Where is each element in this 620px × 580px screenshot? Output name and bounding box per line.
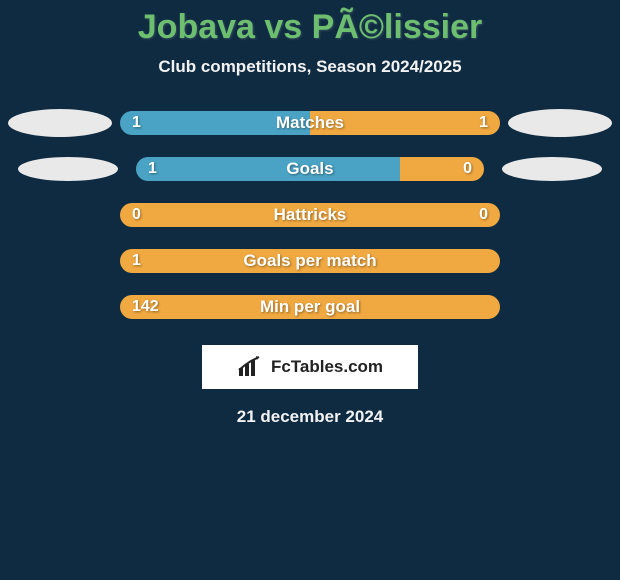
player-left-badge — [8, 109, 112, 137]
stat-bar: 0Hattricks0 — [120, 203, 500, 227]
stat-value-right: 1 — [479, 111, 488, 135]
bars-area: 1Matches11Goals00Hattricks01Goals per ma… — [0, 111, 620, 319]
player-right-badge — [502, 157, 602, 181]
stat-label: Goals per match — [120, 249, 500, 273]
stat-label: Goals — [136, 157, 484, 181]
player-right-badge — [508, 109, 612, 137]
stat-label: Hattricks — [120, 203, 500, 227]
fctables-logo-link[interactable]: FcTables.com — [202, 345, 418, 389]
comparison-infographic: Jobava vs PÃ©lissier Club competitions, … — [0, 0, 620, 580]
stat-label: Matches — [120, 111, 500, 135]
stat-bar: 1Matches1 — [120, 111, 500, 135]
stat-value-right: 0 — [479, 203, 488, 227]
stat-bar: 1Goals0 — [136, 157, 484, 181]
player-left-badge — [18, 157, 118, 181]
stat-value-right: 0 — [463, 157, 472, 181]
stat-label: Min per goal — [120, 295, 500, 319]
stat-bar: 1Goals per match — [120, 249, 500, 273]
chart-icon — [237, 356, 265, 378]
stat-row: 142Min per goal — [0, 295, 620, 319]
stat-row: 1Matches1 — [0, 111, 620, 135]
stat-row: 1Goals per match — [0, 249, 620, 273]
page-subtitle: Club competitions, Season 2024/2025 — [0, 57, 620, 77]
footer-date: 21 december 2024 — [0, 407, 620, 427]
stat-row: 0Hattricks0 — [0, 203, 620, 227]
page-title: Jobava vs PÃ©lissier — [0, 0, 620, 47]
stat-bar: 142Min per goal — [120, 295, 500, 319]
stat-row: 1Goals0 — [0, 157, 620, 181]
logo-text: FcTables.com — [271, 357, 383, 377]
